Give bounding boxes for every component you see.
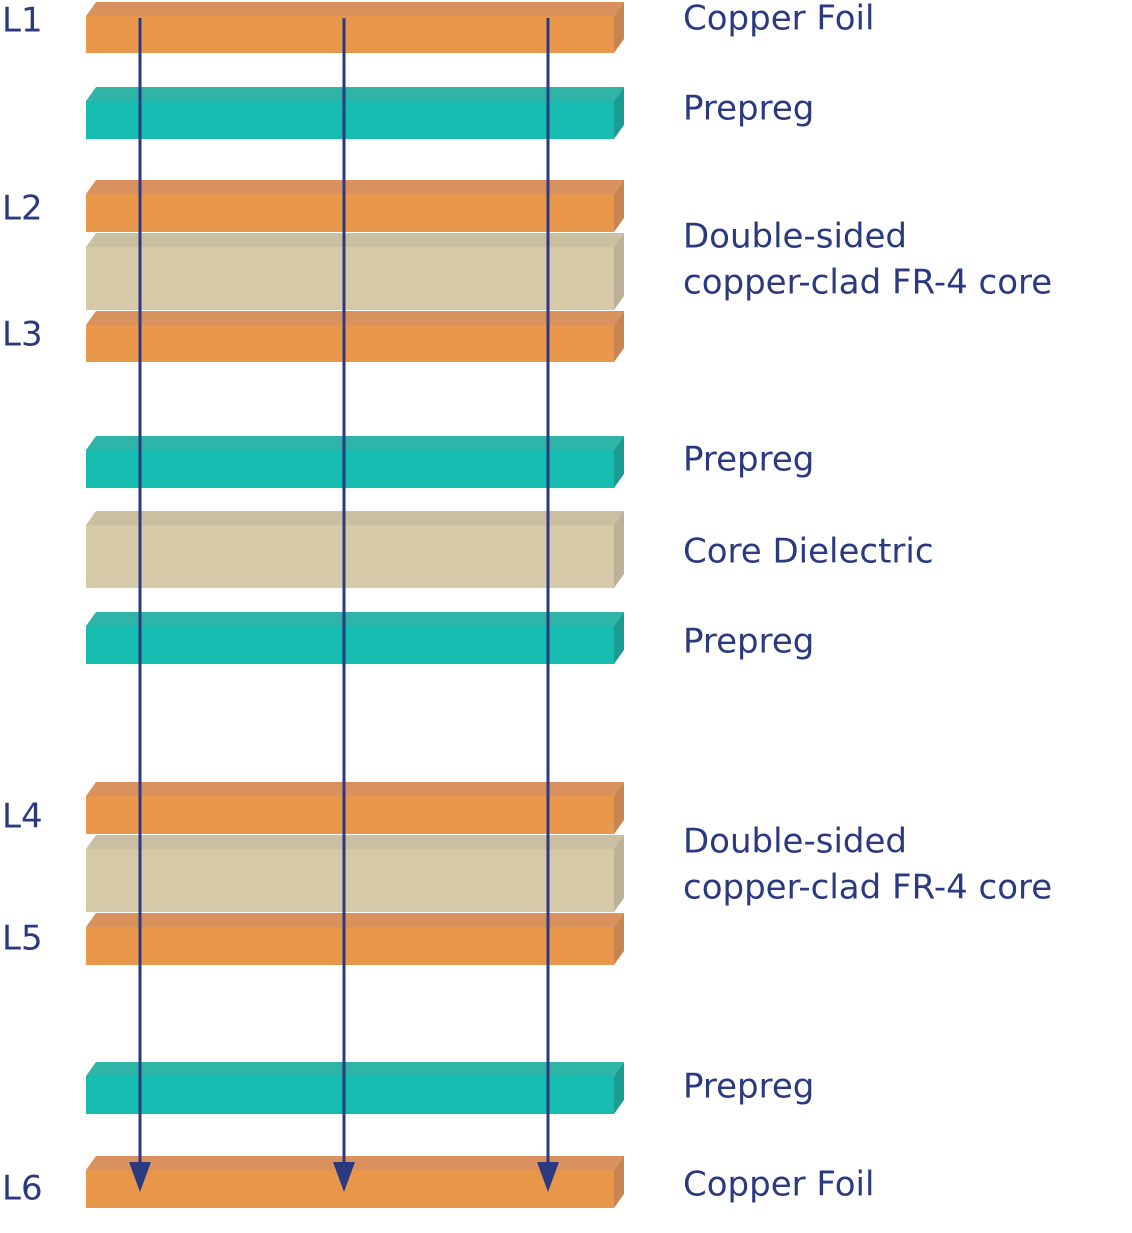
material-label: copper-clad FR-4 core [683,868,1052,908]
slab-side [614,1156,624,1208]
slab-side [614,913,624,965]
material-label: copper-clad FR-4 core [683,263,1052,303]
slab-side [614,180,624,232]
slab-front [86,1170,614,1208]
material-label: Prepreg [683,1067,814,1107]
layer-label: L4 [2,797,43,837]
slab-side [614,436,624,488]
layer-label: L3 [2,315,43,355]
slab-front [86,450,614,488]
material-label: Copper Foil [683,1165,874,1205]
slab-side [614,87,624,139]
slab-side [614,2,624,53]
slab-top [86,835,624,849]
slab-top [86,1062,624,1076]
slab-side [614,311,624,362]
slab-side [614,612,624,664]
slab-top [86,612,624,626]
arrows [129,18,559,1192]
material-label: Double-sided [683,217,907,257]
slab-top [86,782,624,796]
slab-side [614,1062,624,1114]
slab-top [86,511,624,525]
slabs [86,2,624,1208]
material-label: Double-sided [683,822,907,862]
layer-label: L5 [2,919,43,959]
material-label: Copper Foil [683,0,874,39]
slab-top [86,87,624,101]
slab-top [86,233,624,247]
slab-front [86,325,614,362]
layer-label: L1 [2,1,43,41]
material-label: Prepreg [683,89,814,129]
material-label: Prepreg [683,622,814,662]
arrow-head [129,1162,151,1192]
slab-top [86,180,624,194]
slab-top [86,311,624,325]
slab-front [86,247,614,310]
slab-front [86,101,614,139]
slab-front [86,525,614,588]
layer-label: L2 [2,189,43,229]
arrow-head [333,1162,355,1192]
arrow-head [537,1162,559,1192]
slab-top [86,913,624,927]
slab-top [86,436,624,450]
material-label: Prepreg [683,440,814,480]
slab-front [86,796,614,834]
slab-top [86,2,624,16]
labels: L1 L2 L3 L4 L5 L6 Copper Foil Prepreg Double-sid… [2,0,1052,1209]
slab-side [614,835,624,912]
slab-front [86,16,614,53]
slab-front [86,927,614,965]
slab-front [86,626,614,664]
slab-side [614,233,624,310]
slab-side [614,782,624,834]
layer-label: L6 [2,1169,43,1209]
slab-top [86,1156,624,1170]
slab-side [614,511,624,588]
slab-front [86,849,614,912]
material-label: Core Dielectric [683,532,934,572]
slab-front [86,1076,614,1114]
slab-front [86,194,614,232]
